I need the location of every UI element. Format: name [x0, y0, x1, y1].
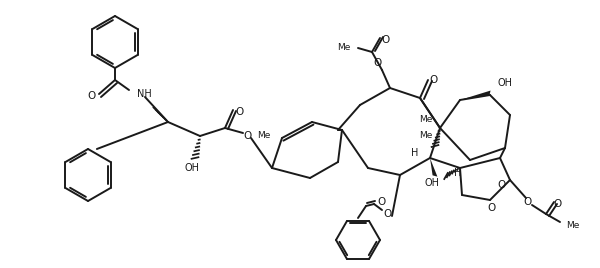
Text: O: O	[374, 58, 382, 68]
Polygon shape	[430, 158, 437, 177]
Text: O: O	[378, 197, 386, 207]
Polygon shape	[440, 118, 450, 128]
Text: Me: Me	[257, 132, 271, 140]
Text: NH: NH	[137, 89, 152, 99]
Text: Me: Me	[566, 221, 580, 230]
Text: O: O	[524, 197, 532, 207]
Text: OH: OH	[425, 178, 439, 188]
Text: O: O	[243, 131, 251, 141]
Text: O: O	[88, 91, 96, 101]
Text: O: O	[498, 180, 506, 190]
Text: Me: Me	[419, 132, 433, 140]
Text: Me: Me	[419, 116, 433, 125]
Polygon shape	[460, 91, 491, 100]
Text: OH: OH	[498, 78, 513, 88]
Polygon shape	[262, 168, 272, 178]
Text: O: O	[430, 75, 438, 85]
Text: O: O	[235, 107, 243, 117]
Polygon shape	[500, 115, 510, 125]
Text: H: H	[412, 148, 419, 158]
Text: OH: OH	[185, 163, 199, 173]
Text: O: O	[382, 35, 390, 45]
Text: O: O	[384, 209, 392, 219]
Text: H: H	[454, 168, 461, 178]
Text: Me: Me	[337, 43, 350, 53]
Text: O: O	[488, 203, 496, 213]
Text: O: O	[554, 199, 562, 209]
